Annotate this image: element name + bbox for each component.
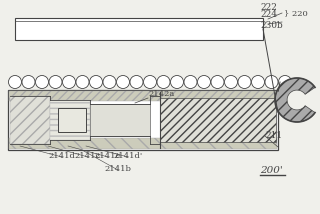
Bar <box>8 90 278 150</box>
Circle shape <box>22 76 35 89</box>
Text: 211: 211 <box>265 131 282 140</box>
Text: 2141d: 2141d <box>49 152 76 160</box>
Text: 2141e: 2141e <box>95 152 121 160</box>
Circle shape <box>265 76 278 89</box>
Wedge shape <box>275 78 315 122</box>
Text: 222: 222 <box>260 3 277 12</box>
Bar <box>50 100 90 140</box>
Text: 200': 200' <box>260 166 283 175</box>
Text: 230b: 230b <box>260 21 283 30</box>
Circle shape <box>130 76 143 89</box>
Circle shape <box>49 76 62 89</box>
Circle shape <box>36 76 49 89</box>
Circle shape <box>90 76 102 89</box>
Circle shape <box>143 76 156 89</box>
Bar <box>9 138 277 149</box>
Circle shape <box>211 76 224 89</box>
Circle shape <box>225 76 237 89</box>
Circle shape <box>62 76 76 89</box>
Circle shape <box>252 76 265 89</box>
Bar <box>10 96 50 144</box>
Text: 224: 224 <box>260 10 277 19</box>
Bar <box>58 108 86 132</box>
Text: 2141b: 2141b <box>105 165 132 173</box>
Text: 2141c: 2141c <box>75 152 101 160</box>
Circle shape <box>184 76 197 89</box>
Circle shape <box>116 76 130 89</box>
Circle shape <box>157 76 170 89</box>
Bar <box>15 18 263 40</box>
Text: } 220: } 220 <box>284 9 308 17</box>
Circle shape <box>103 76 116 89</box>
Circle shape <box>171 76 183 89</box>
Circle shape <box>197 76 211 89</box>
Circle shape <box>278 76 292 89</box>
Circle shape <box>238 76 251 89</box>
Text: 2142a: 2142a <box>148 90 174 98</box>
Bar <box>160 98 276 142</box>
Circle shape <box>76 76 89 89</box>
Text: 2141d': 2141d' <box>113 152 143 160</box>
Bar <box>9 91 277 101</box>
Bar <box>90 104 150 136</box>
Circle shape <box>9 76 21 89</box>
